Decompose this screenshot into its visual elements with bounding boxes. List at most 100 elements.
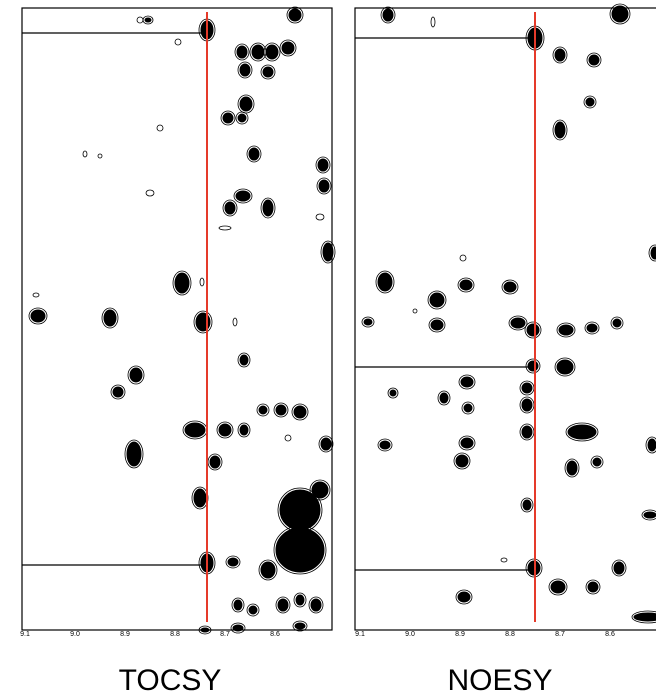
peak-contour [645,436,656,454]
peak [550,580,566,594]
peak-contour [101,307,119,329]
peak [209,455,221,469]
peak-contour [428,317,446,333]
x-tick-label: 9.0 [70,631,80,638]
peak [295,594,305,606]
peak [258,405,268,415]
peak [521,382,533,394]
peak-contour [453,452,471,470]
panel-title: TOCSY [119,664,222,697]
x-tick-label: 8.9 [120,631,130,638]
peak-contour [220,110,236,126]
peak-contour [124,439,144,469]
peak-contour [263,42,281,62]
peak-contour [308,596,324,614]
peak [311,481,329,499]
x-tick-label: 8.8 [170,631,180,638]
peak [526,323,540,337]
peak [232,624,244,632]
peak [382,8,394,22]
peak-contour [524,321,542,339]
peak [457,591,471,603]
peak-contour [565,422,599,442]
peak-contour [458,435,476,451]
x-tick-label: 8.9 [455,631,465,638]
peak-contour [232,317,238,327]
peak-contour [648,244,656,262]
peak-contour [234,43,250,61]
peak-contour [508,315,528,331]
peak [460,376,474,388]
peak-contour [237,94,255,114]
peak [611,5,629,23]
peak [633,612,656,622]
peak [294,622,306,630]
x-tick-label: 8.6 [605,631,615,638]
peak [260,561,276,579]
peak-contour [361,316,375,328]
peak-contour [564,458,580,478]
peak-contour [309,479,331,501]
peak [429,292,445,308]
peak-contour [525,358,541,374]
peak [239,96,253,112]
peak-contour [375,270,395,294]
peak-contour [145,189,155,197]
x-tick-label: 9.1 [355,631,365,638]
peak-contour [377,438,393,452]
peak-contour [136,16,144,24]
peak [463,403,473,413]
peak-contour [291,403,309,421]
peak-contour [457,277,475,293]
peak-contour [610,316,624,330]
peak-contour [156,124,164,132]
peak [430,319,444,331]
peak-contour [380,6,396,24]
peak [439,392,449,404]
peak-contour [585,579,601,595]
peak-contour [286,6,304,24]
peak-contour [235,111,249,125]
x-tick-label: 9.0 [405,631,415,638]
peak-contour [82,150,88,158]
peak [588,54,600,66]
peak-contour [611,559,627,577]
peak-contour [260,64,276,80]
peak-contour [590,455,604,469]
peak [236,45,248,59]
panel-title: NOESY [447,664,552,697]
peak-contour [318,435,334,453]
peak [317,158,329,172]
peak [650,246,656,260]
peak-contour [275,596,291,614]
peak-contour [631,610,656,624]
peak [510,317,526,329]
peak [281,41,295,55]
peak [521,425,533,439]
peak-contour [315,213,325,221]
peak-contour [387,387,399,399]
peak [310,598,322,612]
peak [174,272,190,294]
peak-contour [437,390,451,406]
panel-frame [21,7,333,631]
peak-contour [199,277,205,287]
peak-contour [585,97,595,107]
peak [262,199,274,217]
peak [233,599,243,611]
peak-contour [584,321,600,335]
peak-contour [548,578,568,596]
peak [318,179,330,193]
peak-contour [230,622,246,634]
x-tick-label: 8.7 [555,631,565,638]
peak-contour [552,119,568,141]
peak [554,121,566,139]
peak [558,324,574,336]
peak-contour [430,16,436,28]
peak-contour [500,557,508,563]
peak [460,437,474,449]
peak-contour [273,402,289,418]
peak [455,454,469,468]
